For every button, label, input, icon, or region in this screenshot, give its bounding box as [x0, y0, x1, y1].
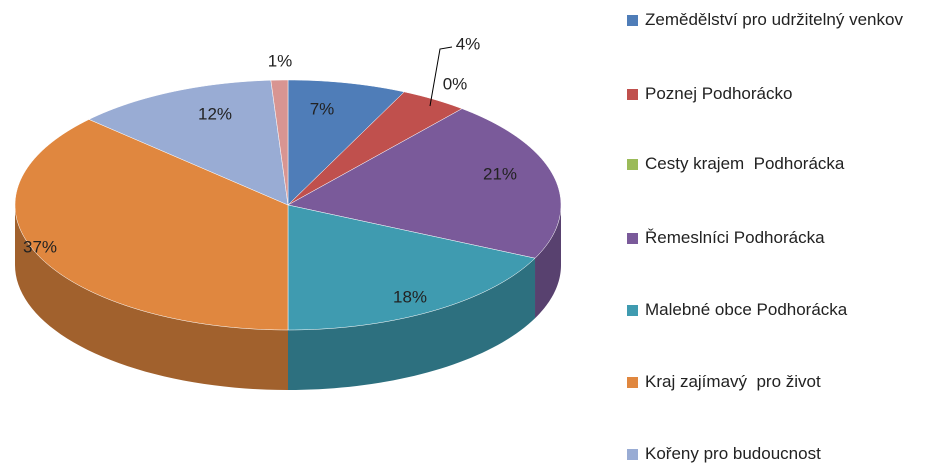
legend-item: Kraj zajímavý pro život	[622, 370, 922, 394]
data-label: 7%	[310, 99, 335, 118]
legend-swatch	[627, 15, 638, 26]
legend-item: Kořeny pro budoucnost	[622, 442, 922, 464]
slice	[287, 79, 405, 206]
legend-label: Kraj zajímavý pro život	[645, 372, 821, 391]
pie-area: 7% 4% 0% 21% 18% 37% 12% 1%	[14, 34, 562, 390]
legend-swatch	[627, 305, 638, 316]
slice	[287, 204, 536, 331]
legend-label: Kořeny pro budoucnost	[645, 444, 821, 463]
legend-swatch	[627, 377, 638, 388]
slice-side	[288, 258, 536, 390]
slice	[14, 119, 289, 331]
legend-swatch	[627, 89, 638, 100]
legend-label: Cesty krajem Podhorácka	[645, 154, 845, 173]
legend-label: Poznej Podhorácko	[645, 84, 793, 103]
legend-item: Malebné obce Podhorácka	[622, 298, 922, 322]
legend-item: Zemědělství pro udržitelný venkov	[622, 8, 922, 32]
slice-side	[15, 205, 288, 390]
legend-swatch	[627, 233, 638, 244]
slice	[88, 79, 289, 206]
data-label: 4%	[456, 34, 481, 53]
data-label: 37%	[23, 237, 57, 256]
slice	[287, 108, 562, 259]
legend-label: Malebné obce Podhorácka	[645, 300, 848, 319]
legend-swatch	[627, 159, 638, 170]
data-label: 12%	[198, 104, 232, 123]
data-label: 1%	[268, 51, 293, 70]
legend-item: Cesty krajem Podhorácka	[622, 152, 922, 176]
legend-item: Poznej Podhorácko	[622, 82, 922, 106]
data-label: 21%	[483, 164, 517, 183]
slice-side	[535, 205, 561, 319]
data-label: 18%	[393, 287, 427, 306]
slice	[287, 91, 463, 206]
data-label: 0%	[443, 74, 468, 93]
legend-swatch	[627, 449, 638, 460]
legend-label: Zemědělství pro udržitelný venkov	[645, 10, 903, 29]
legend-item: Řemeslníci Podhorácka	[622, 226, 922, 250]
leader-line	[429, 46, 453, 107]
slice	[270, 79, 289, 206]
legend-label: Řemeslníci Podhorácka	[645, 228, 825, 247]
